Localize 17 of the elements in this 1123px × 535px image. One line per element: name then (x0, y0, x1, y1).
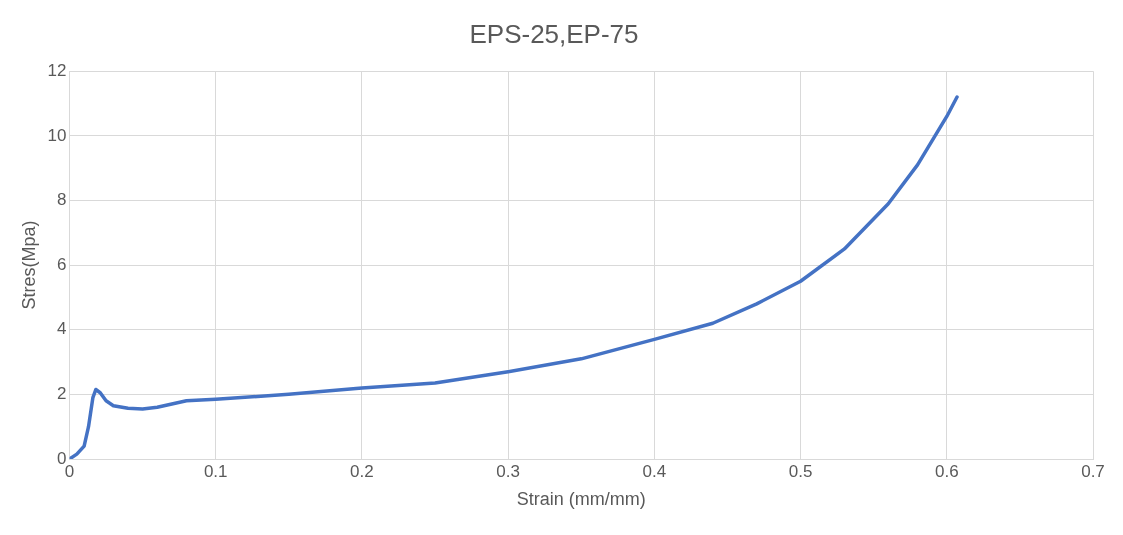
x-tick-label: 0.4 (642, 461, 667, 481)
chart-title: EPS-25,EP-75 (469, 18, 639, 49)
y-tick-label: 2 (57, 384, 67, 404)
y-tick-label: 6 (57, 254, 67, 274)
x-axis-title: Strain (mm/mm) (516, 489, 646, 510)
x-tick-label: 0.5 (788, 461, 813, 481)
x-tick-label: 0.7 (1081, 461, 1105, 481)
y-tick-label: 10 (47, 125, 67, 145)
x-tick-label: 0.2 (350, 461, 374, 481)
y-tick-label: 8 (57, 190, 67, 210)
y-tick-label: 0 (57, 448, 67, 468)
x-tick-label: 0.1 (203, 461, 228, 481)
y-axis-title: Stres(Mpa) (18, 220, 39, 310)
x-tick-label: 0.3 (496, 461, 520, 481)
y-tick-label: 4 (57, 319, 67, 339)
y-tick-label: 12 (47, 60, 67, 80)
x-tick-label: 0.6 (934, 461, 959, 481)
